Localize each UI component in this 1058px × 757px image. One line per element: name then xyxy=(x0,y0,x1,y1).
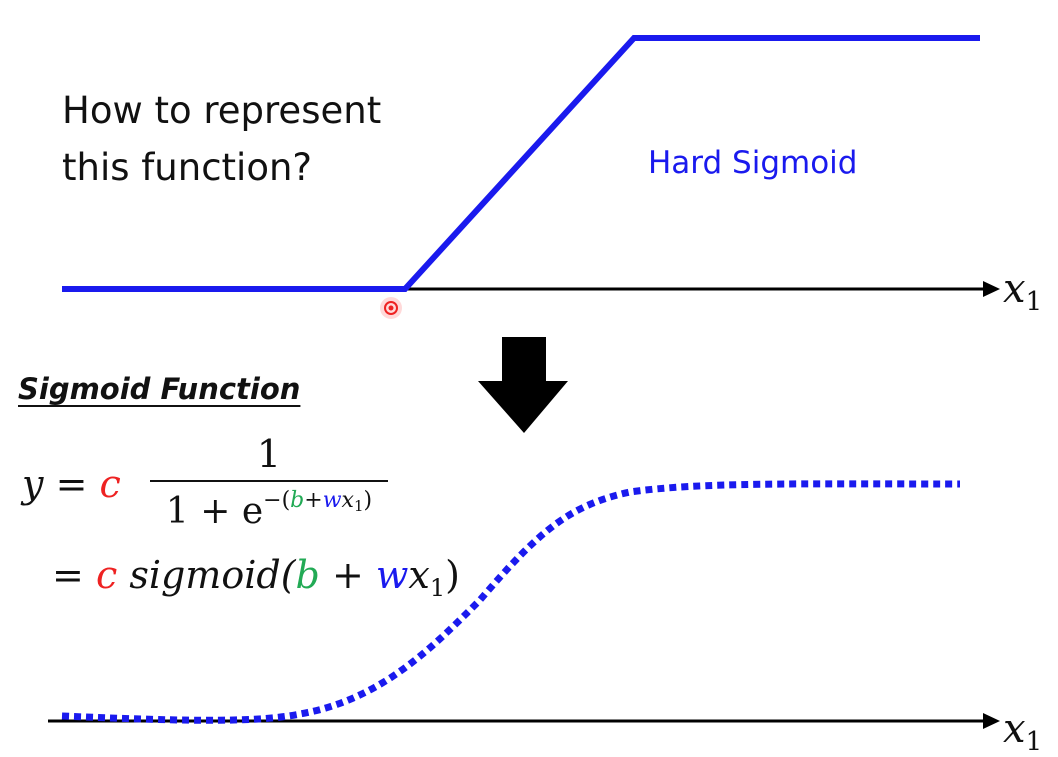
hard-sigmoid-curve xyxy=(62,35,980,292)
bottom-axis-sub: 1 xyxy=(1025,727,1043,757)
question-line-2: this function? xyxy=(62,146,313,189)
sigmoid-formula-short: = c sigmoid(b + wx1) xyxy=(52,553,460,602)
bottom-axis-var: x xyxy=(1003,706,1026,752)
top-axis-var: x xyxy=(1003,266,1026,312)
question-line-1: How to represent xyxy=(62,89,382,132)
down-arrow-icon xyxy=(478,337,568,433)
formula-denominator: 1 + e−(b+wx1) xyxy=(165,488,373,532)
formula-numerator: 1 xyxy=(256,432,282,476)
pointer-dot-icon xyxy=(380,297,402,319)
formula-c: c xyxy=(99,462,121,506)
formula-fraction: 1 1 + e−(b+wx1) xyxy=(150,432,388,532)
hard-sigmoid-label: Hard Sigmoid xyxy=(648,145,858,181)
sigmoid-curve xyxy=(61,480,961,724)
question-text: How to represent this function? xyxy=(62,82,381,196)
bottom-axis-arrowhead xyxy=(983,713,1000,729)
top-axis-arrowhead xyxy=(983,281,1000,297)
sigmoid-function-title: Sigmoid Function xyxy=(18,372,301,406)
bottom-axis-label: x1 xyxy=(1003,706,1042,757)
fraction-bar xyxy=(150,480,388,482)
top-axis-sub: 1 xyxy=(1025,287,1043,317)
top-axis-label: x1 xyxy=(1003,266,1042,317)
formula-lhs: y = c xyxy=(22,462,121,506)
